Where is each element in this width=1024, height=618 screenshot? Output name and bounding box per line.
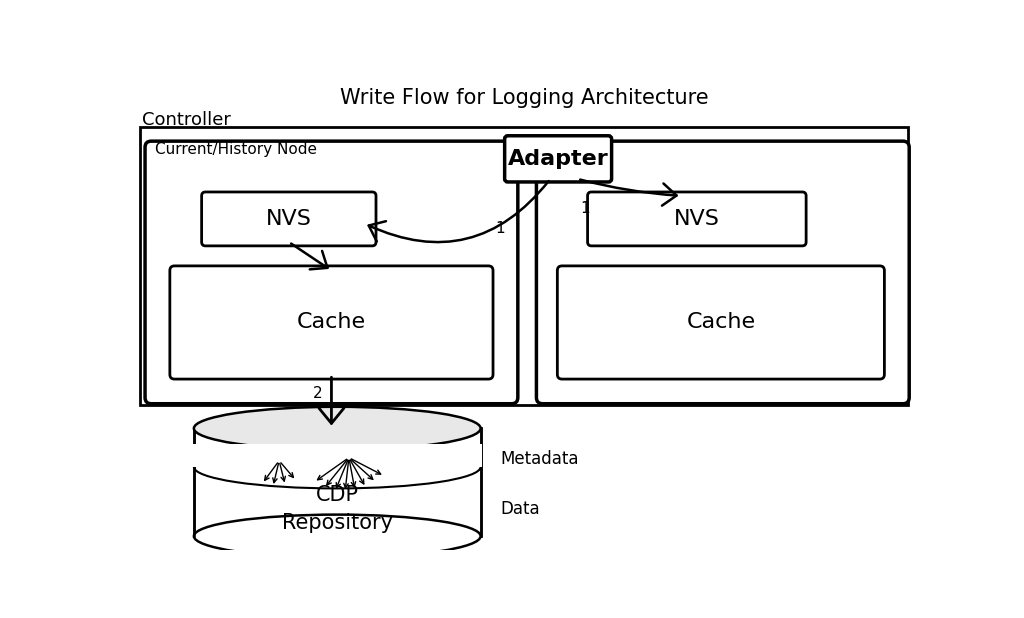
FancyBboxPatch shape	[588, 192, 806, 246]
Text: Cache: Cache	[297, 313, 366, 332]
Text: Controller: Controller	[142, 111, 230, 129]
FancyArrowPatch shape	[291, 243, 328, 269]
FancyArrowPatch shape	[581, 180, 677, 206]
Text: 1: 1	[496, 221, 505, 235]
Bar	[194, 428, 480, 536]
Text: NVS: NVS	[266, 209, 311, 229]
Text: NVS: NVS	[674, 209, 720, 229]
FancyBboxPatch shape	[139, 127, 908, 405]
FancyBboxPatch shape	[145, 141, 518, 404]
Text: Current/History Node: Current/History Node	[155, 142, 317, 157]
FancyArrowPatch shape	[369, 181, 549, 242]
Text: Write Flow for Logging Architecture: Write Flow for Logging Architecture	[341, 88, 709, 108]
Ellipse shape	[194, 515, 480, 557]
FancyBboxPatch shape	[537, 141, 909, 404]
Text: Adapter: Adapter	[508, 149, 608, 169]
Text: 2: 2	[312, 386, 323, 401]
Text: 1: 1	[581, 201, 590, 216]
Text: CDP
Repository: CDP Repository	[282, 485, 393, 533]
Text: Metadata: Metadata	[500, 450, 579, 468]
Text: Cache: Cache	[686, 313, 756, 332]
FancyArrowPatch shape	[318, 377, 344, 423]
FancyBboxPatch shape	[170, 266, 493, 379]
Ellipse shape	[194, 407, 480, 450]
FancyBboxPatch shape	[202, 192, 376, 246]
FancyBboxPatch shape	[557, 266, 885, 379]
Bar	[193, 444, 482, 467]
Text: Data: Data	[500, 500, 540, 519]
FancyBboxPatch shape	[505, 136, 611, 182]
